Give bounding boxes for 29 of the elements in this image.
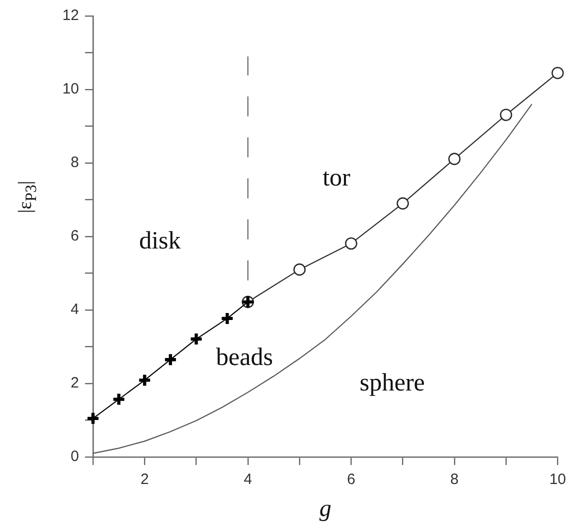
- annotation: tor: [322, 164, 352, 192]
- x-tick-label: 8: [450, 471, 459, 488]
- annotation: beads: [216, 344, 273, 371]
- point: [138, 373, 152, 388]
- point: [396, 197, 409, 210]
- point: [293, 263, 306, 276]
- point: [552, 66, 564, 80]
- y-tick-label: 0: [70, 448, 79, 466]
- point: [86, 411, 100, 426]
- y-tick-label: 8: [70, 154, 79, 172]
- y-tick-label: 2: [70, 374, 79, 392]
- point: [112, 392, 126, 406]
- point: [448, 152, 461, 166]
- x-axis-title: g: [319, 496, 332, 522]
- y-tick-label: 4: [70, 301, 79, 318]
- point: [220, 311, 234, 326]
- x-tick-label: 4: [244, 471, 252, 488]
- point: [344, 237, 358, 250]
- y-tick-label: 12: [62, 7, 79, 24]
- x-tick-label: 2: [140, 471, 149, 488]
- point: [163, 352, 178, 367]
- point: [500, 108, 512, 122]
- annotation: sphere: [360, 369, 425, 396]
- annotation: disk: [139, 227, 182, 254]
- y-tick-label: 6: [70, 228, 79, 245]
- x-tick-label: 10: [549, 471, 566, 488]
- point: [189, 332, 204, 346]
- x-tick-label: 6: [346, 471, 356, 488]
- y-tick-label: 10: [62, 80, 79, 98]
